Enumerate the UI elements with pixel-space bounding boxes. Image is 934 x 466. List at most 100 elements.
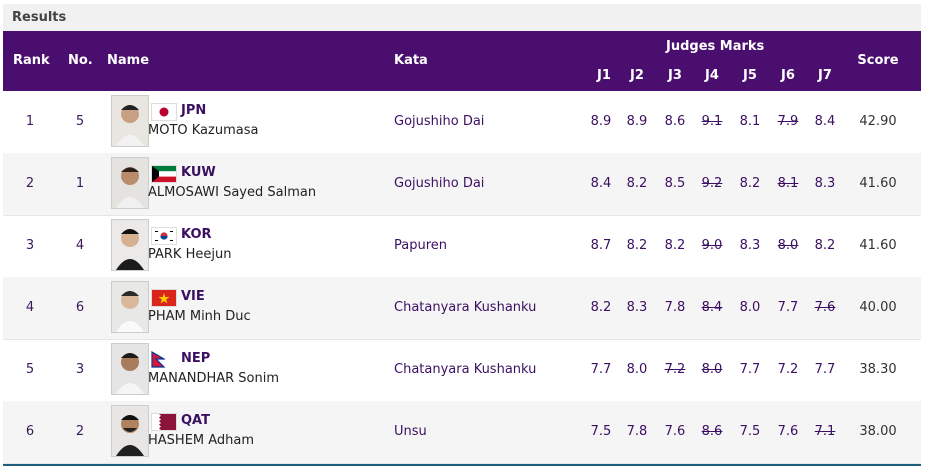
athlete-photo [111, 219, 149, 271]
kata-name: Chatanyara Kushanku [394, 362, 537, 377]
number-cell: 5 [75, 114, 85, 129]
table-header: Rank No. Name Kata Judges Marks J1 J2 J3… [3, 31, 921, 91]
rank-cell: 5 [25, 362, 35, 377]
mark-j5: 7.7 [739, 362, 761, 377]
mark-j4-discarded: 9.1 [701, 114, 723, 129]
athlete-name[interactable]: ALMOSAWI Sayed Salman [148, 185, 317, 200]
athlete-name[interactable]: PHAM Minh Duc [148, 309, 251, 324]
mark-j7: 8.4 [814, 114, 836, 129]
table-row[interactable]: 2 1 KUW ALMOSAWI Sayed Salman Gojushiho … [3, 153, 921, 216]
mark-j3-discarded: 7.2 [664, 362, 686, 377]
flag-qatar-icon [151, 413, 177, 431]
country-code[interactable]: JPN [181, 103, 207, 118]
table-row[interactable]: 1 5 JPN MOTO Kazumasa Gojushiho Dai 8.9 … [3, 91, 921, 154]
mark-j5: 7.5 [739, 424, 761, 439]
athlete-name[interactable]: PARK Heejun [148, 247, 232, 262]
flag-vietnam-icon [151, 289, 177, 307]
mark-j1: 8.9 [590, 114, 612, 129]
mark-j5: 8.1 [739, 114, 761, 129]
mark-j6: 7.6 [777, 424, 799, 439]
mark-j6: 7.2 [777, 362, 799, 377]
country-code[interactable]: KOR [181, 227, 212, 242]
country-code[interactable]: QAT [181, 413, 210, 428]
mark-j5: 8.2 [739, 176, 761, 191]
mark-j7-discarded: 7.6 [814, 300, 836, 315]
mark-j5: 8.0 [739, 300, 761, 315]
athlete-name[interactable]: HASHEM Adham [148, 433, 255, 448]
mark-j4-discarded: 8.4 [701, 300, 723, 315]
country-code[interactable]: KUW [181, 165, 216, 180]
mark-j6-discarded: 8.1 [777, 176, 799, 191]
mark-j2: 8.0 [626, 362, 648, 377]
header-name: Name [107, 53, 150, 68]
country-code[interactable]: VIE [181, 289, 205, 304]
mark-j4-discarded: 8.6 [701, 424, 723, 439]
country-code[interactable]: NEP [181, 351, 211, 366]
header-judges-marks: Judges Marks [666, 39, 765, 54]
score-cell: 42.90 [859, 114, 897, 129]
mark-j3: 8.5 [664, 176, 686, 191]
mark-j5: 8.3 [739, 238, 761, 253]
header-no: No. [68, 53, 93, 68]
mark-j3: 8.6 [664, 114, 686, 129]
mark-j2: 8.3 [626, 300, 648, 315]
number-cell: 3 [75, 362, 85, 377]
header-j7: J7 [818, 68, 832, 83]
score-cell: 41.60 [859, 238, 897, 253]
kata-name: Chatanyara Kushanku [394, 300, 537, 315]
athlete-photo [111, 343, 149, 395]
mark-j1: 7.7 [590, 362, 612, 377]
header-j5: J5 [743, 68, 757, 83]
athlete-name[interactable]: MANANDHAR Sonim [148, 371, 280, 386]
number-cell: 4 [75, 238, 85, 253]
mark-j7-discarded: 7.1 [814, 424, 836, 439]
table-row[interactable]: 3 4 KOR PARK Heejun Papuren 8.7 8.2 8.2 … [3, 215, 921, 278]
flag-korea-icon [151, 227, 177, 245]
athlete-photo [111, 95, 149, 147]
flag-kuwait-icon [151, 165, 177, 183]
score-cell: 38.00 [859, 424, 897, 439]
table-row[interactable]: 6 2 QAT HASHEM Adham Unsu 7.5 7.8 7.6 8.… [3, 401, 921, 464]
results-title-bar: Results [3, 4, 921, 32]
athlete-photo [111, 157, 149, 209]
mark-j7: 7.7 [814, 362, 836, 377]
mark-j3: 7.6 [664, 424, 686, 439]
number-cell: 2 [75, 424, 85, 439]
flag-nepal-icon [151, 350, 167, 368]
header-j4: J4 [705, 68, 719, 83]
mark-j4-discarded: 9.2 [701, 176, 723, 191]
mark-j2: 8.2 [626, 176, 648, 191]
mark-j3: 7.8 [664, 300, 686, 315]
kata-name: Gojushiho Dai [394, 176, 485, 191]
rank-cell: 2 [25, 176, 35, 191]
mark-j4-discarded: 9.0 [701, 238, 723, 253]
mark-j7: 8.3 [814, 176, 836, 191]
header-kata: Kata [394, 53, 428, 68]
athlete-name[interactable]: MOTO Kazumasa [148, 123, 259, 138]
mark-j1: 8.2 [590, 300, 612, 315]
mark-j4-discarded: 8.0 [701, 362, 723, 377]
mark-j2: 7.8 [626, 424, 648, 439]
score-cell: 41.60 [859, 176, 897, 191]
kata-name: Gojushiho Dai [394, 114, 485, 129]
rank-cell: 1 [25, 114, 35, 129]
mark-j1: 8.4 [590, 176, 612, 191]
header-j1: J1 [597, 68, 611, 83]
athlete-photo [111, 281, 149, 333]
rank-cell: 4 [25, 300, 35, 315]
header-j3: J3 [668, 68, 682, 83]
number-cell: 1 [75, 176, 85, 191]
mark-j1: 7.5 [590, 424, 612, 439]
table-row[interactable]: 5 3 NEP MANANDHAR Sonim Chatanyara Kusha… [3, 339, 921, 402]
table-bottom-border [3, 464, 921, 466]
number-cell: 6 [75, 300, 85, 315]
header-j2: J2 [630, 68, 644, 83]
header-j6: J6 [781, 68, 795, 83]
flag-japan-icon [151, 103, 177, 121]
mark-j6-discarded: 7.9 [777, 114, 799, 129]
mark-j2: 8.9 [626, 114, 648, 129]
table-row[interactable]: 4 6 VIE PHAM Minh Duc Chatanyara Kushank… [3, 277, 921, 340]
score-cell: 38.30 [859, 362, 897, 377]
kata-name: Papuren [394, 238, 448, 253]
